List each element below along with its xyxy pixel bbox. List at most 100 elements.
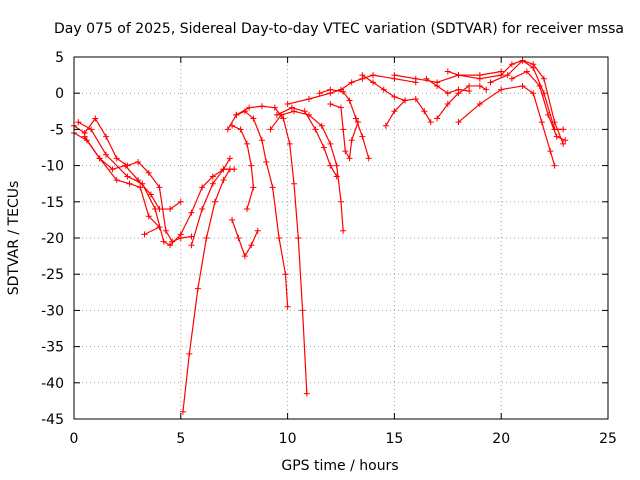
data-point	[156, 224, 163, 231]
data-point	[258, 137, 265, 144]
data-point	[444, 101, 451, 108]
y-tick-label: -15	[41, 195, 64, 211]
data-point	[246, 104, 253, 111]
data-point	[220, 166, 227, 173]
data-point	[137, 184, 144, 191]
data-point	[530, 64, 537, 71]
data-point	[455, 90, 462, 97]
data-point	[203, 235, 210, 241]
data-point	[340, 126, 347, 133]
data-point	[333, 173, 340, 180]
data-point	[316, 90, 323, 97]
x-axis-label: GPS time / hours	[281, 458, 398, 474]
series-arc-14	[316, 86, 372, 162]
data-point	[177, 198, 184, 205]
data-point	[391, 108, 398, 115]
data-point	[244, 206, 251, 213]
data-point	[476, 82, 483, 89]
series-arc-13	[284, 72, 419, 108]
series-arc-11	[267, 108, 347, 234]
data-point	[455, 119, 462, 126]
data-point	[291, 180, 298, 187]
y-tick-label: -10	[41, 159, 64, 175]
y-tick-label: 5	[55, 50, 64, 66]
x-tick-label: 15	[385, 431, 403, 447]
series-line	[182, 168, 231, 412]
series-arc-17	[382, 95, 434, 129]
data-point	[402, 97, 409, 104]
data-point	[286, 140, 293, 147]
data-point	[288, 104, 295, 111]
data-point	[258, 103, 265, 110]
data-point	[412, 95, 419, 102]
data-point	[229, 216, 236, 223]
y-tick-label: -45	[41, 412, 64, 428]
data-point	[380, 86, 387, 93]
data-point	[141, 231, 148, 238]
series-arc-12	[273, 104, 340, 180]
data-point	[320, 144, 327, 151]
data-point	[276, 235, 283, 241]
data-point	[250, 115, 257, 122]
x-tick-label: 25	[599, 431, 617, 447]
data-point	[199, 184, 206, 191]
data-point	[327, 86, 334, 93]
series-arc-22	[455, 82, 558, 169]
data-point	[391, 72, 398, 79]
data-point	[355, 119, 362, 126]
x-tick-label: 5	[176, 431, 185, 447]
series-line	[227, 110, 289, 307]
data-point	[271, 104, 278, 111]
data-point	[359, 72, 366, 79]
data-point	[305, 95, 312, 102]
data-point	[519, 57, 526, 64]
data-point	[241, 253, 248, 260]
y-tick-label: -40	[41, 376, 64, 392]
series-arc-4	[81, 133, 163, 238]
series-group	[71, 57, 569, 415]
series-line	[458, 85, 556, 166]
data-point	[224, 126, 231, 133]
series-line	[77, 121, 235, 246]
data-point	[508, 75, 515, 82]
data-point	[229, 122, 236, 129]
data-point	[444, 68, 451, 75]
data-point	[156, 184, 163, 191]
data-point	[92, 115, 99, 122]
data-point	[536, 82, 543, 89]
data-point	[244, 140, 251, 147]
data-point	[220, 177, 227, 184]
data-point	[560, 126, 567, 133]
data-point	[160, 238, 167, 245]
data-point	[340, 227, 347, 234]
data-point	[263, 158, 270, 165]
data-point	[327, 140, 334, 147]
data-point	[96, 155, 103, 162]
y-tick-label: -25	[41, 267, 64, 283]
series-arc-10	[229, 216, 261, 260]
y-tick-label: -20	[41, 231, 64, 247]
data-point	[273, 111, 280, 118]
axis-ticks: 0 5 10 15 20 25 5 0 -5 -10 -15 -20 -25 -30 -35 -40 -45	[41, 50, 617, 447]
data-point	[508, 61, 515, 68]
data-point	[226, 166, 233, 173]
data-point	[346, 155, 353, 162]
data-point	[560, 140, 567, 147]
data-point	[152, 206, 159, 213]
data-point	[209, 180, 216, 187]
data-point	[267, 126, 274, 133]
data-point	[391, 93, 398, 100]
data-point	[284, 101, 291, 108]
data-point	[284, 303, 291, 310]
data-point	[103, 133, 110, 140]
series-arc-5	[179, 166, 233, 415]
data-point	[188, 209, 195, 216]
series-line	[385, 98, 432, 127]
data-point	[88, 126, 95, 133]
y-tick-label: -35	[41, 340, 64, 356]
data-point	[340, 88, 347, 95]
data-point	[312, 126, 319, 133]
data-point	[466, 82, 473, 89]
data-point	[177, 231, 184, 238]
data-point	[113, 177, 120, 184]
